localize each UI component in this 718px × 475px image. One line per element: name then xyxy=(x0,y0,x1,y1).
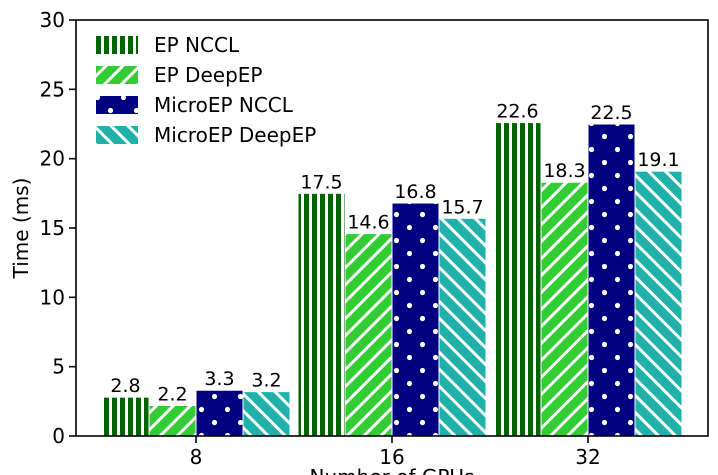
y-tick-label: 5 xyxy=(52,355,65,379)
data-label: 22.6 xyxy=(496,101,538,123)
data-labels-layer: 2.8 17.5 22.6 2.2 14.6 18.3 3.3 16.8 22.5 3.2 15.7… xyxy=(110,101,679,406)
y-tick-label: 10 xyxy=(40,285,65,309)
bar-microep-deepep-32 xyxy=(634,170,683,437)
bar-ep-deepep-32 xyxy=(540,181,589,437)
legend-label-ep-deepep: EP DeepEP xyxy=(154,63,262,87)
y-tick-label: 15 xyxy=(40,216,65,240)
ticks-layer: 0 5 10 15 20 25 30 8 16 32 xyxy=(40,8,601,469)
bar-ep-nccl-8 xyxy=(101,396,150,437)
bar-ep-deepep-8 xyxy=(148,404,197,437)
bar-ep-nccl-16 xyxy=(297,192,346,437)
bar-microep-nccl-32 xyxy=(587,123,636,437)
bar-microep-deepep-8 xyxy=(242,391,291,437)
bar-microep-nccl-16 xyxy=(391,202,440,437)
x-tick-label: 8 xyxy=(190,445,203,469)
bars-layer xyxy=(101,122,683,437)
legend-label-microep-deepep: MicroEP DeepEP xyxy=(154,123,316,147)
bar-ep-deepep-16 xyxy=(344,233,393,437)
legend-swatch-ep-nccl xyxy=(96,36,138,54)
data-label: 14.6 xyxy=(347,212,389,234)
data-label: 3.3 xyxy=(204,368,234,390)
data-label: 17.5 xyxy=(300,171,342,193)
legend: EP NCCL EP DeepEP MicroEP NCCL MicroEP Deep… xyxy=(96,33,316,147)
bar-microep-nccl-8 xyxy=(195,389,244,437)
data-label: 15.7 xyxy=(441,196,483,218)
y-tick-label: 25 xyxy=(40,77,65,101)
data-label: 22.5 xyxy=(590,102,632,124)
x-tick-label: 32 xyxy=(575,445,600,469)
x-axis-label: Number of GPUs xyxy=(310,465,475,475)
legend-label-ep-nccl: EP NCCL xyxy=(154,33,240,57)
legend-swatch-ep-deepep xyxy=(96,66,138,84)
data-label: 2.2 xyxy=(157,383,187,405)
data-label: 19.1 xyxy=(637,149,679,171)
y-tick-label: 30 xyxy=(40,8,65,32)
bar-ep-nccl-32 xyxy=(493,122,542,437)
y-tick-label: 0 xyxy=(52,424,65,448)
x-tick-label: 16 xyxy=(379,445,404,469)
y-tick-label: 20 xyxy=(40,147,65,171)
data-label: 16.8 xyxy=(394,181,436,203)
legend-swatch-microep-nccl xyxy=(96,96,138,114)
bar-microep-deepep-16 xyxy=(438,217,487,437)
data-label: 18.3 xyxy=(543,160,585,182)
data-label: 2.8 xyxy=(110,375,140,397)
legend-label-microep-nccl: MicroEP NCCL xyxy=(154,93,294,117)
legend-swatch-microep-deepep xyxy=(96,126,138,144)
y-axis-label: Time (ms) xyxy=(9,178,33,280)
data-label: 3.2 xyxy=(251,370,281,392)
